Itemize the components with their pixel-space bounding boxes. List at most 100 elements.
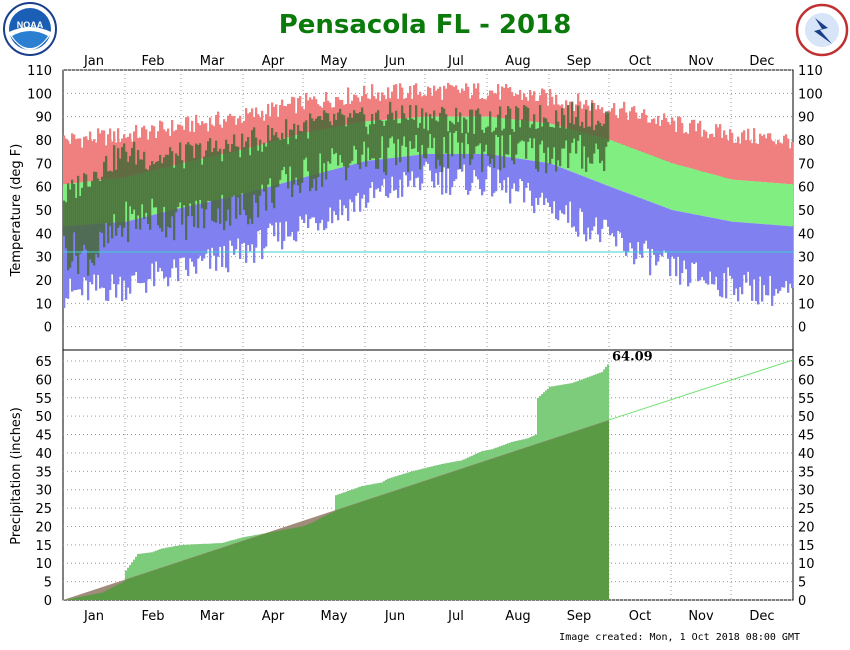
actual-temperature-bar (281, 132, 284, 171)
record-high-bar (263, 120, 266, 144)
normal-range-bar (761, 182, 764, 224)
record-high-bar (83, 136, 86, 183)
normal-range-bar (663, 160, 666, 207)
temperature-actual (63, 101, 610, 276)
record-low-bar (279, 183, 282, 223)
record-low-bar (261, 188, 264, 260)
record-high-bar (147, 139, 150, 172)
record-low-bar (589, 178, 592, 240)
actual-temperature-bar (287, 144, 290, 189)
record-high-bar (415, 83, 418, 118)
actual-temperature-bar (349, 113, 352, 164)
actual-temperature-bar (115, 169, 118, 236)
actual-temperature-bar (503, 128, 506, 168)
record-low-bar (203, 202, 206, 259)
record-high-bar (711, 133, 714, 175)
normal-range-bar (639, 151, 642, 198)
record-high-bar (99, 133, 102, 181)
record-low-bar (135, 219, 138, 272)
record-low-bar (585, 177, 588, 242)
actual-temperature-bar (421, 108, 424, 145)
record-low-bar (329, 170, 332, 208)
record-low-bar (509, 157, 512, 204)
record-high-bar (259, 117, 262, 145)
actual-temperature-bar (169, 147, 172, 228)
record-low-bar (523, 159, 526, 203)
record-low-bar (139, 218, 142, 284)
normal-range-bar (533, 121, 536, 161)
precipitation-month-label: Jul (447, 609, 464, 624)
record-low-bar (683, 212, 686, 261)
record-low-bar (681, 211, 684, 274)
record-low-bar (709, 217, 712, 272)
record-low-bar (699, 215, 702, 281)
record-high-bar (547, 105, 550, 124)
record-low-bar (377, 159, 380, 189)
record-low-bar (211, 200, 214, 248)
record-high-bar (665, 118, 668, 162)
normal-range-bar (679, 165, 682, 212)
actual-temperature-bar (149, 165, 152, 230)
record-low-bar (177, 208, 180, 282)
record-high-bar (387, 87, 390, 120)
actual-temperature-bar (289, 129, 292, 167)
actual-temperature-bar (315, 118, 318, 191)
record-high-bar (427, 86, 430, 117)
record-low-bar (157, 213, 160, 272)
actual-temperature-bar (291, 129, 294, 197)
record-high-bar (313, 96, 316, 132)
normal-range-bar (739, 180, 742, 223)
actual-temperature-bar (167, 154, 170, 227)
record-high-bar (617, 118, 620, 144)
record-low-bar (613, 188, 616, 237)
record-low-bar (739, 222, 742, 288)
actual-temperature-bar (467, 132, 470, 145)
actual-temperature-bar (241, 133, 244, 194)
actual-temperature-bar (117, 148, 120, 228)
record-low-bar (133, 219, 136, 276)
record-high-bar (221, 127, 224, 155)
precipitation-normal-line (608, 359, 794, 421)
temperature-ytick-right: 20 (798, 274, 815, 289)
record-low-bar (617, 189, 620, 231)
precipitation-actual-area (63, 420, 609, 600)
record-low-bar (81, 224, 84, 296)
actual-temperature-bar (529, 127, 532, 139)
normal-range-bar (655, 157, 658, 204)
record-high-bar (143, 125, 146, 173)
record-low-bar (749, 223, 752, 286)
actual-temperature-bar (271, 127, 274, 203)
record-high-bar (251, 108, 254, 148)
record-low-bar (719, 219, 722, 297)
normal-range-bar (465, 116, 468, 154)
record-low-bar (165, 211, 168, 277)
actual-temperature-bar (523, 105, 526, 142)
temperature-ytick-left: 30 (35, 251, 52, 266)
actual-temperature-bar (347, 117, 350, 168)
actual-temperature-bar (439, 112, 442, 166)
record-low-bar (453, 154, 456, 181)
actual-temperature-bar (351, 117, 354, 161)
record-high-bar (201, 121, 204, 159)
record-low-bar (759, 223, 762, 277)
record-low-bar (641, 198, 644, 258)
actual-temperature-bar (485, 127, 488, 145)
actual-temperature-bar (359, 111, 362, 170)
record-low-bar (277, 184, 280, 242)
actual-temperature-bar (65, 202, 68, 249)
actual-temperature-bar (161, 163, 164, 232)
record-high-bar (481, 97, 484, 117)
actual-temperature-bar (229, 151, 232, 226)
record-low-bar (559, 167, 562, 211)
record-low-bar (433, 154, 436, 188)
actual-temperature-bar (473, 133, 476, 154)
normal-range-bar (623, 145, 626, 192)
precipitation-ytick-right: 55 (798, 392, 815, 407)
record-high-bar (675, 132, 678, 165)
normal-range-bar (713, 174, 716, 219)
record-high-bar (771, 140, 774, 183)
record-high-bar (587, 105, 590, 135)
record-high-bar (683, 133, 686, 167)
record-low-bar (551, 164, 554, 214)
record-low-bar (331, 169, 334, 224)
